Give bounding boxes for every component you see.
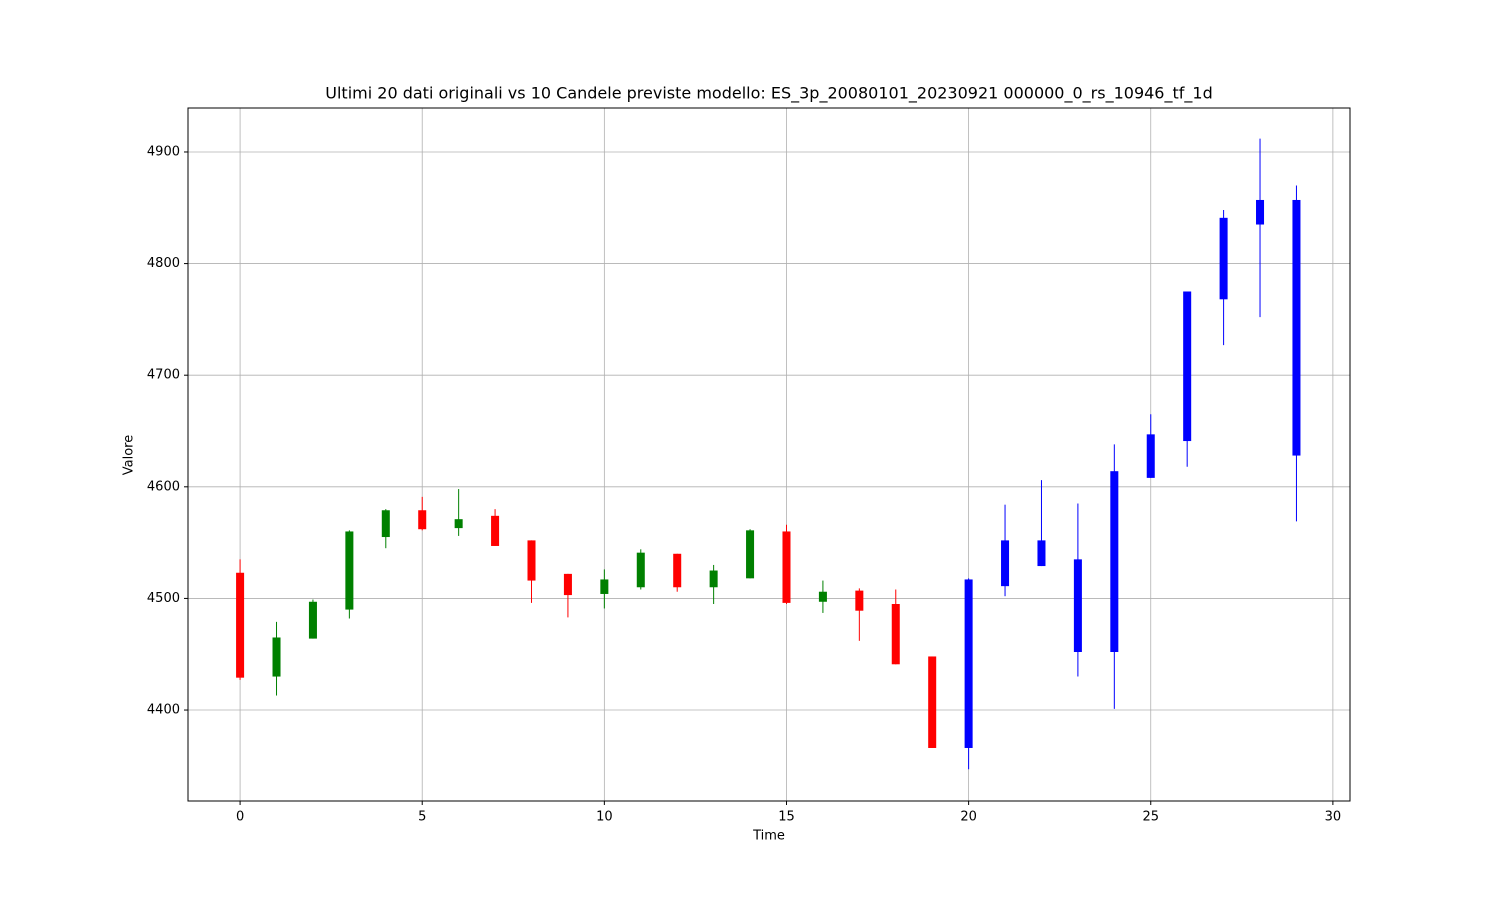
- candle-body: [818, 591, 827, 602]
- x-tick-label: 5: [418, 810, 426, 825]
- candle-body: [1256, 199, 1265, 225]
- x-tick-label: 10: [596, 810, 613, 825]
- plot-frame: [187, 107, 1351, 802]
- x-tick-label: 30: [1325, 810, 1342, 825]
- y-tick-label: 4900: [147, 144, 180, 159]
- candle-body: [928, 656, 937, 748]
- candle-body: [636, 552, 645, 588]
- candle-body: [563, 573, 572, 596]
- candle-body: [345, 531, 354, 610]
- candle-body: [1037, 540, 1046, 567]
- candle-body: [418, 510, 427, 530]
- y-tick-label: 4600: [147, 479, 180, 494]
- candle-body: [1183, 291, 1192, 442]
- candle-body: [454, 519, 463, 529]
- candle-body: [236, 572, 245, 678]
- candle-body: [782, 531, 791, 603]
- x-axis-label: Time: [752, 829, 785, 844]
- candle-body: [491, 515, 500, 546]
- x-tick-label: 0: [236, 810, 244, 825]
- candle-body: [746, 530, 755, 579]
- candle-body: [381, 510, 390, 538]
- candle-body: [1001, 540, 1010, 587]
- y-tick-label: 4500: [147, 591, 180, 606]
- candle-body: [891, 604, 900, 665]
- x-tick-label: 20: [960, 810, 977, 825]
- candle-body: [964, 579, 973, 748]
- x-tick-label: 15: [778, 810, 795, 825]
- candle-body: [1292, 199, 1301, 456]
- x-tick-label: 25: [1142, 810, 1159, 825]
- candle-body: [1073, 559, 1082, 652]
- candle-body: [527, 540, 536, 581]
- y-axis-label: Valore: [122, 435, 137, 475]
- chart-title: Ultimi 20 dati originali vs 10 Candele p…: [325, 84, 1212, 104]
- candle-body: [855, 590, 864, 611]
- candle-body: [673, 553, 682, 588]
- candle-body: [709, 570, 718, 588]
- candle-body: [1219, 217, 1228, 300]
- candle-body: [600, 579, 609, 594]
- candle-body: [308, 601, 317, 639]
- candle-body: [1110, 471, 1119, 652]
- candle-body: [1146, 434, 1155, 478]
- y-tick-label: 4700: [147, 368, 180, 383]
- y-tick-label: 4400: [147, 703, 180, 718]
- candle-body: [272, 637, 281, 677]
- y-tick-label: 4800: [147, 256, 180, 271]
